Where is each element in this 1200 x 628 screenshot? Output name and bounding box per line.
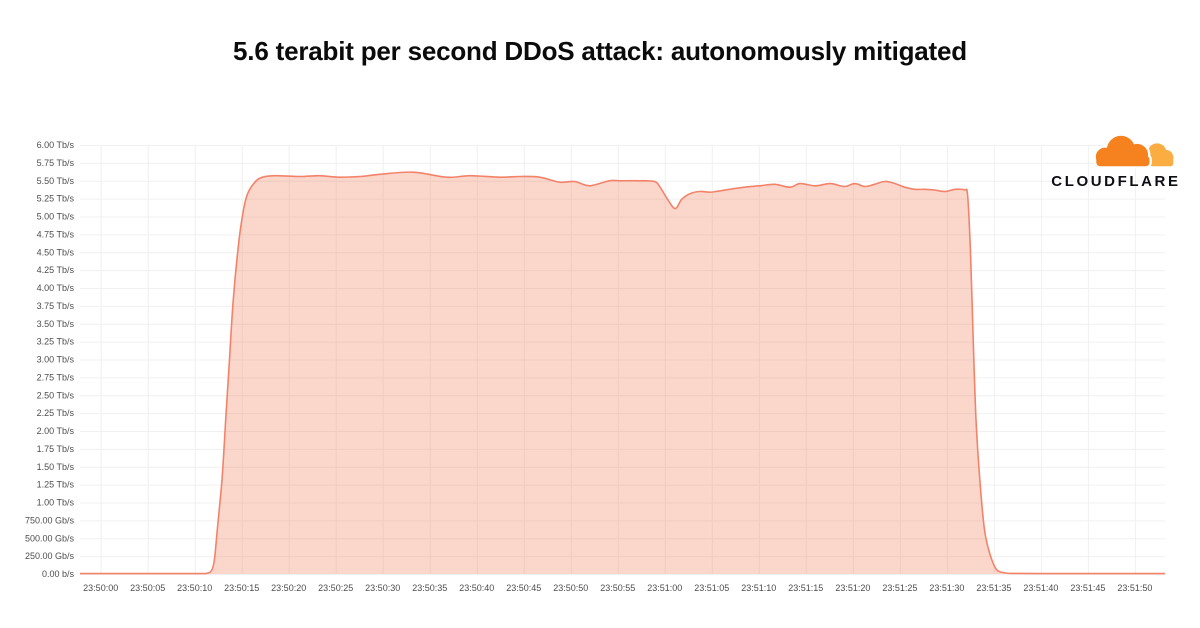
x-tick-label: 23:51:25	[882, 583, 917, 593]
x-tick-label: 23:51:35	[976, 583, 1011, 593]
y-tick-label: 1.25 Tb/s	[37, 480, 75, 490]
y-tick-label: 2.00 Tb/s	[37, 426, 75, 436]
x-tick-label: 23:51:30	[929, 583, 964, 593]
x-tick-label: 23:50:35	[412, 583, 447, 593]
y-tick-label: 3.75 Tb/s	[37, 301, 75, 311]
x-tick-label: 23:50:50	[553, 583, 588, 593]
y-tick-label: 5.75 Tb/s	[37, 158, 75, 168]
x-tick-label: 23:51:15	[788, 583, 823, 593]
x-tick-label: 23:51:20	[835, 583, 870, 593]
y-tick-label: 5.00 Tb/s	[37, 212, 75, 222]
y-tick-label: 2.50 Tb/s	[37, 390, 75, 400]
y-tick-label: 3.25 Tb/s	[37, 337, 75, 347]
y-tick-label: 2.75 Tb/s	[37, 372, 75, 382]
y-tick-label: 750.00 Gb/s	[25, 515, 75, 525]
y-tick-label: 6.00 Tb/s	[37, 140, 75, 150]
y-tick-label: 5.50 Tb/s	[37, 176, 75, 186]
x-tick-label: 23:50:00	[83, 583, 118, 593]
y-tick-label: 4.25 Tb/s	[37, 265, 75, 275]
cloud-light-part	[1147, 143, 1174, 167]
y-tick-label: 1.75 Tb/s	[37, 444, 75, 454]
x-tick-label: 23:50:05	[130, 583, 165, 593]
attack-traffic-line	[80, 171, 1165, 575]
x-tick-label: 23:50:40	[459, 583, 494, 593]
y-tick-label: 2.25 Tb/s	[37, 408, 75, 418]
x-tick-label: 23:50:25	[318, 583, 353, 593]
y-tick-label: 500.00 Gb/s	[25, 533, 75, 543]
gridlines	[80, 145, 1165, 575]
cloud-main-part	[1095, 135, 1150, 167]
x-axis-labels: 23:50:00 23:50:05 23:50:10 23:50:15 23:50:20…	[83, 583, 1152, 593]
cloudflare-wordmark: CLOUDFLARE	[1051, 173, 1181, 190]
y-tick-label: 250.00 Gb/s	[25, 551, 75, 561]
y-tick-label: 1.00 Tb/s	[37, 498, 75, 508]
x-tick-label: 23:50:15	[224, 583, 259, 593]
x-tick-label: 23:50:55	[600, 583, 635, 593]
x-tick-label: 23:51:50	[1117, 583, 1152, 593]
chart-title: 5.6 terabit per second DDoS attack: auto…	[233, 36, 967, 66]
y-tick-label: 3.50 Tb/s	[37, 319, 75, 329]
x-tick-label: 23:50:10	[177, 583, 212, 593]
y-tick-label: 4.50 Tb/s	[37, 247, 75, 257]
y-tick-label: 4.75 Tb/s	[37, 229, 75, 239]
y-tick-label: 4.00 Tb/s	[37, 283, 75, 293]
x-tick-label: 23:50:20	[271, 583, 306, 593]
x-tick-label: 23:51:00	[647, 583, 682, 593]
y-tick-label: 0.00 b/s	[42, 569, 75, 579]
y-axis-labels: 6.00 Tb/s 5.75 Tb/s 5.50 Tb/s 5.25 Tb/s 5.00…	[25, 140, 75, 579]
x-tick-label: 23:51:10	[741, 583, 776, 593]
y-tick-label: 1.50 Tb/s	[37, 462, 75, 472]
x-tick-label: 23:50:45	[506, 583, 541, 593]
cloudflare-cloud-icon	[1093, 133, 1174, 169]
x-tick-label: 23:51:05	[694, 583, 729, 593]
y-tick-label: 5.25 Tb/s	[37, 194, 75, 204]
x-tick-label: 23:51:40	[1023, 583, 1058, 593]
cloudflare-logo: CLOUDFLARE	[1051, 130, 1178, 189]
x-tick-label: 23:50:30	[365, 583, 400, 593]
x-tick-label: 23:51:45	[1070, 583, 1105, 593]
y-tick-label: 3.00 Tb/s	[37, 355, 75, 365]
attack-traffic-area	[80, 172, 1165, 574]
